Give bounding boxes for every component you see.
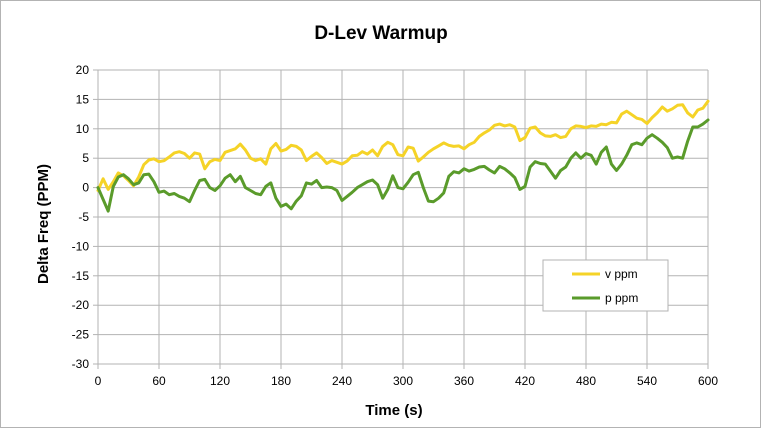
x-axis-title: Time (s) [365, 402, 422, 419]
series-layer [96, 99, 710, 213]
y-tick-label: 20 [76, 63, 90, 77]
y-tick-label: -10 [72, 239, 90, 253]
y-tick-label: -25 [72, 328, 90, 342]
y-tick-label: 5 [82, 151, 89, 165]
x-tick-label: 540 [637, 374, 657, 388]
y-tick-label: -20 [72, 298, 90, 312]
x-tick-label: 600 [698, 374, 718, 388]
y-tick-label: 0 [82, 181, 89, 195]
legend-box [542, 259, 669, 312]
x-tick-label: 420 [515, 374, 535, 388]
x-tick-label: 360 [454, 374, 474, 388]
series-line-p-ppm [96, 118, 710, 213]
x-tick-label: 300 [393, 374, 413, 388]
x-tick-label: 480 [576, 374, 596, 388]
chart-title: D-Lev Warmup [314, 23, 447, 44]
legend-label: p ppm [605, 291, 638, 305]
legend: v ppm p ppm [542, 259, 669, 312]
x-tick-label: 180 [271, 374, 291, 388]
x-tick-label: 240 [332, 374, 352, 388]
series-line-v-ppm [96, 99, 710, 192]
y-tick-label: 15 [76, 92, 90, 106]
y-tick-label: -30 [72, 357, 90, 371]
y-tick-label: -15 [72, 269, 90, 283]
tick-label-layer: 20 15 10 5 0 -5 -10 -15 -20 -25 -30 0 60 120 180 240 300… [72, 63, 719, 388]
legend-label: v ppm [605, 267, 638, 281]
x-tick-label: 0 [95, 374, 102, 388]
grid-layer [93, 69, 709, 369]
x-tick-label: 120 [210, 374, 230, 388]
y-axis-title: Delta Freq (PPM) [35, 164, 52, 284]
y-tick-label: -5 [78, 210, 89, 224]
y-tick-label: 10 [76, 122, 90, 136]
x-tick-label: 60 [152, 374, 166, 388]
